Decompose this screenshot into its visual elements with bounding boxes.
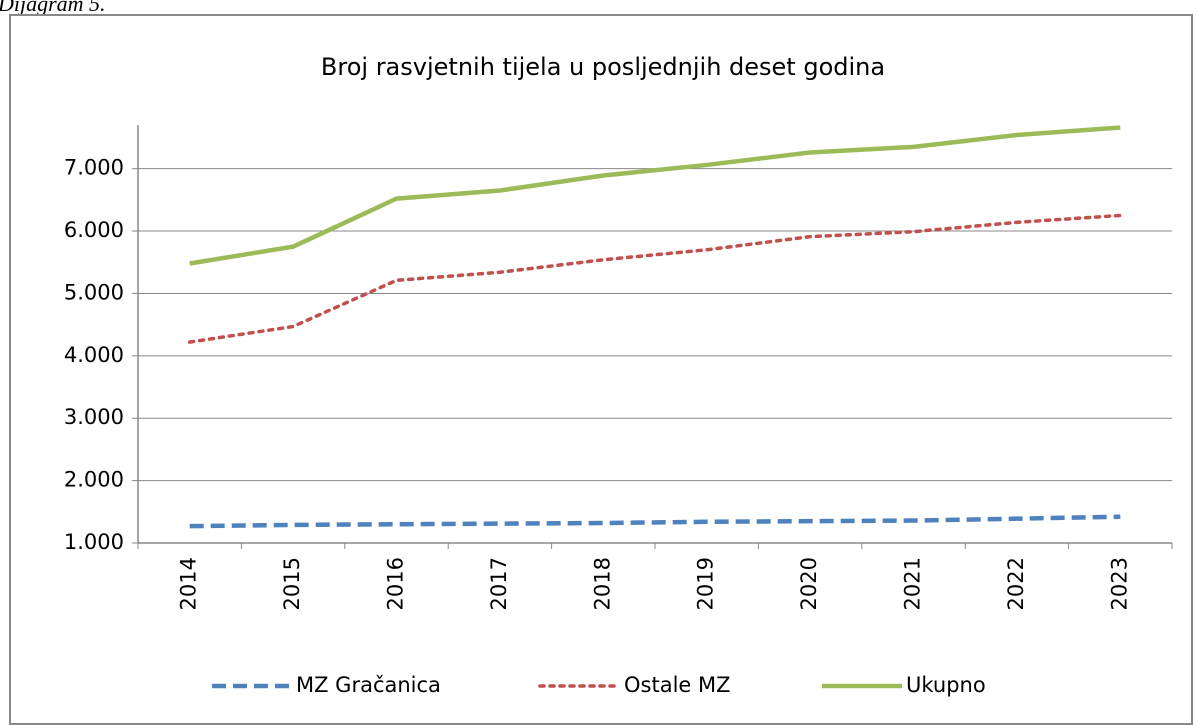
legend-label: Ostale MZ — [624, 673, 731, 697]
x-tick-label: 2017 — [487, 557, 511, 610]
y-tick-label: 6.000 — [64, 218, 124, 242]
x-tick-label: 2023 — [1107, 557, 1131, 610]
x-tick-label: 2020 — [797, 557, 821, 610]
caption: Dijagram 5. — [0, 0, 106, 16]
x-tick-label: 2019 — [694, 557, 718, 610]
x-tick-label: 2018 — [590, 557, 614, 610]
chart-frame — [9, 14, 1193, 725]
series-line — [189, 514, 1121, 529]
series-line — [187, 213, 1123, 344]
x-tick-label: 2014 — [177, 557, 201, 610]
legend-label: MZ Gračanica — [296, 673, 441, 697]
legend-label: Ukupno — [906, 673, 986, 697]
x-tick-label: 2021 — [901, 557, 925, 610]
y-tick-label: 2.000 — [64, 468, 124, 492]
chart-title: Broj rasvjetnih tijela u posljednjih des… — [321, 53, 885, 81]
y-tick-label: 1.000 — [64, 530, 124, 554]
series-line — [189, 125, 1121, 266]
y-tick-label: 5.000 — [64, 280, 124, 304]
y-tick-label: 4.000 — [64, 343, 124, 367]
x-tick-label: 2022 — [1004, 557, 1028, 610]
y-tick-label: 3.000 — [64, 405, 124, 429]
x-tick-label: 2015 — [280, 557, 304, 610]
y-tick-label: 7.000 — [64, 156, 124, 180]
x-tick-label: 2016 — [384, 557, 408, 610]
